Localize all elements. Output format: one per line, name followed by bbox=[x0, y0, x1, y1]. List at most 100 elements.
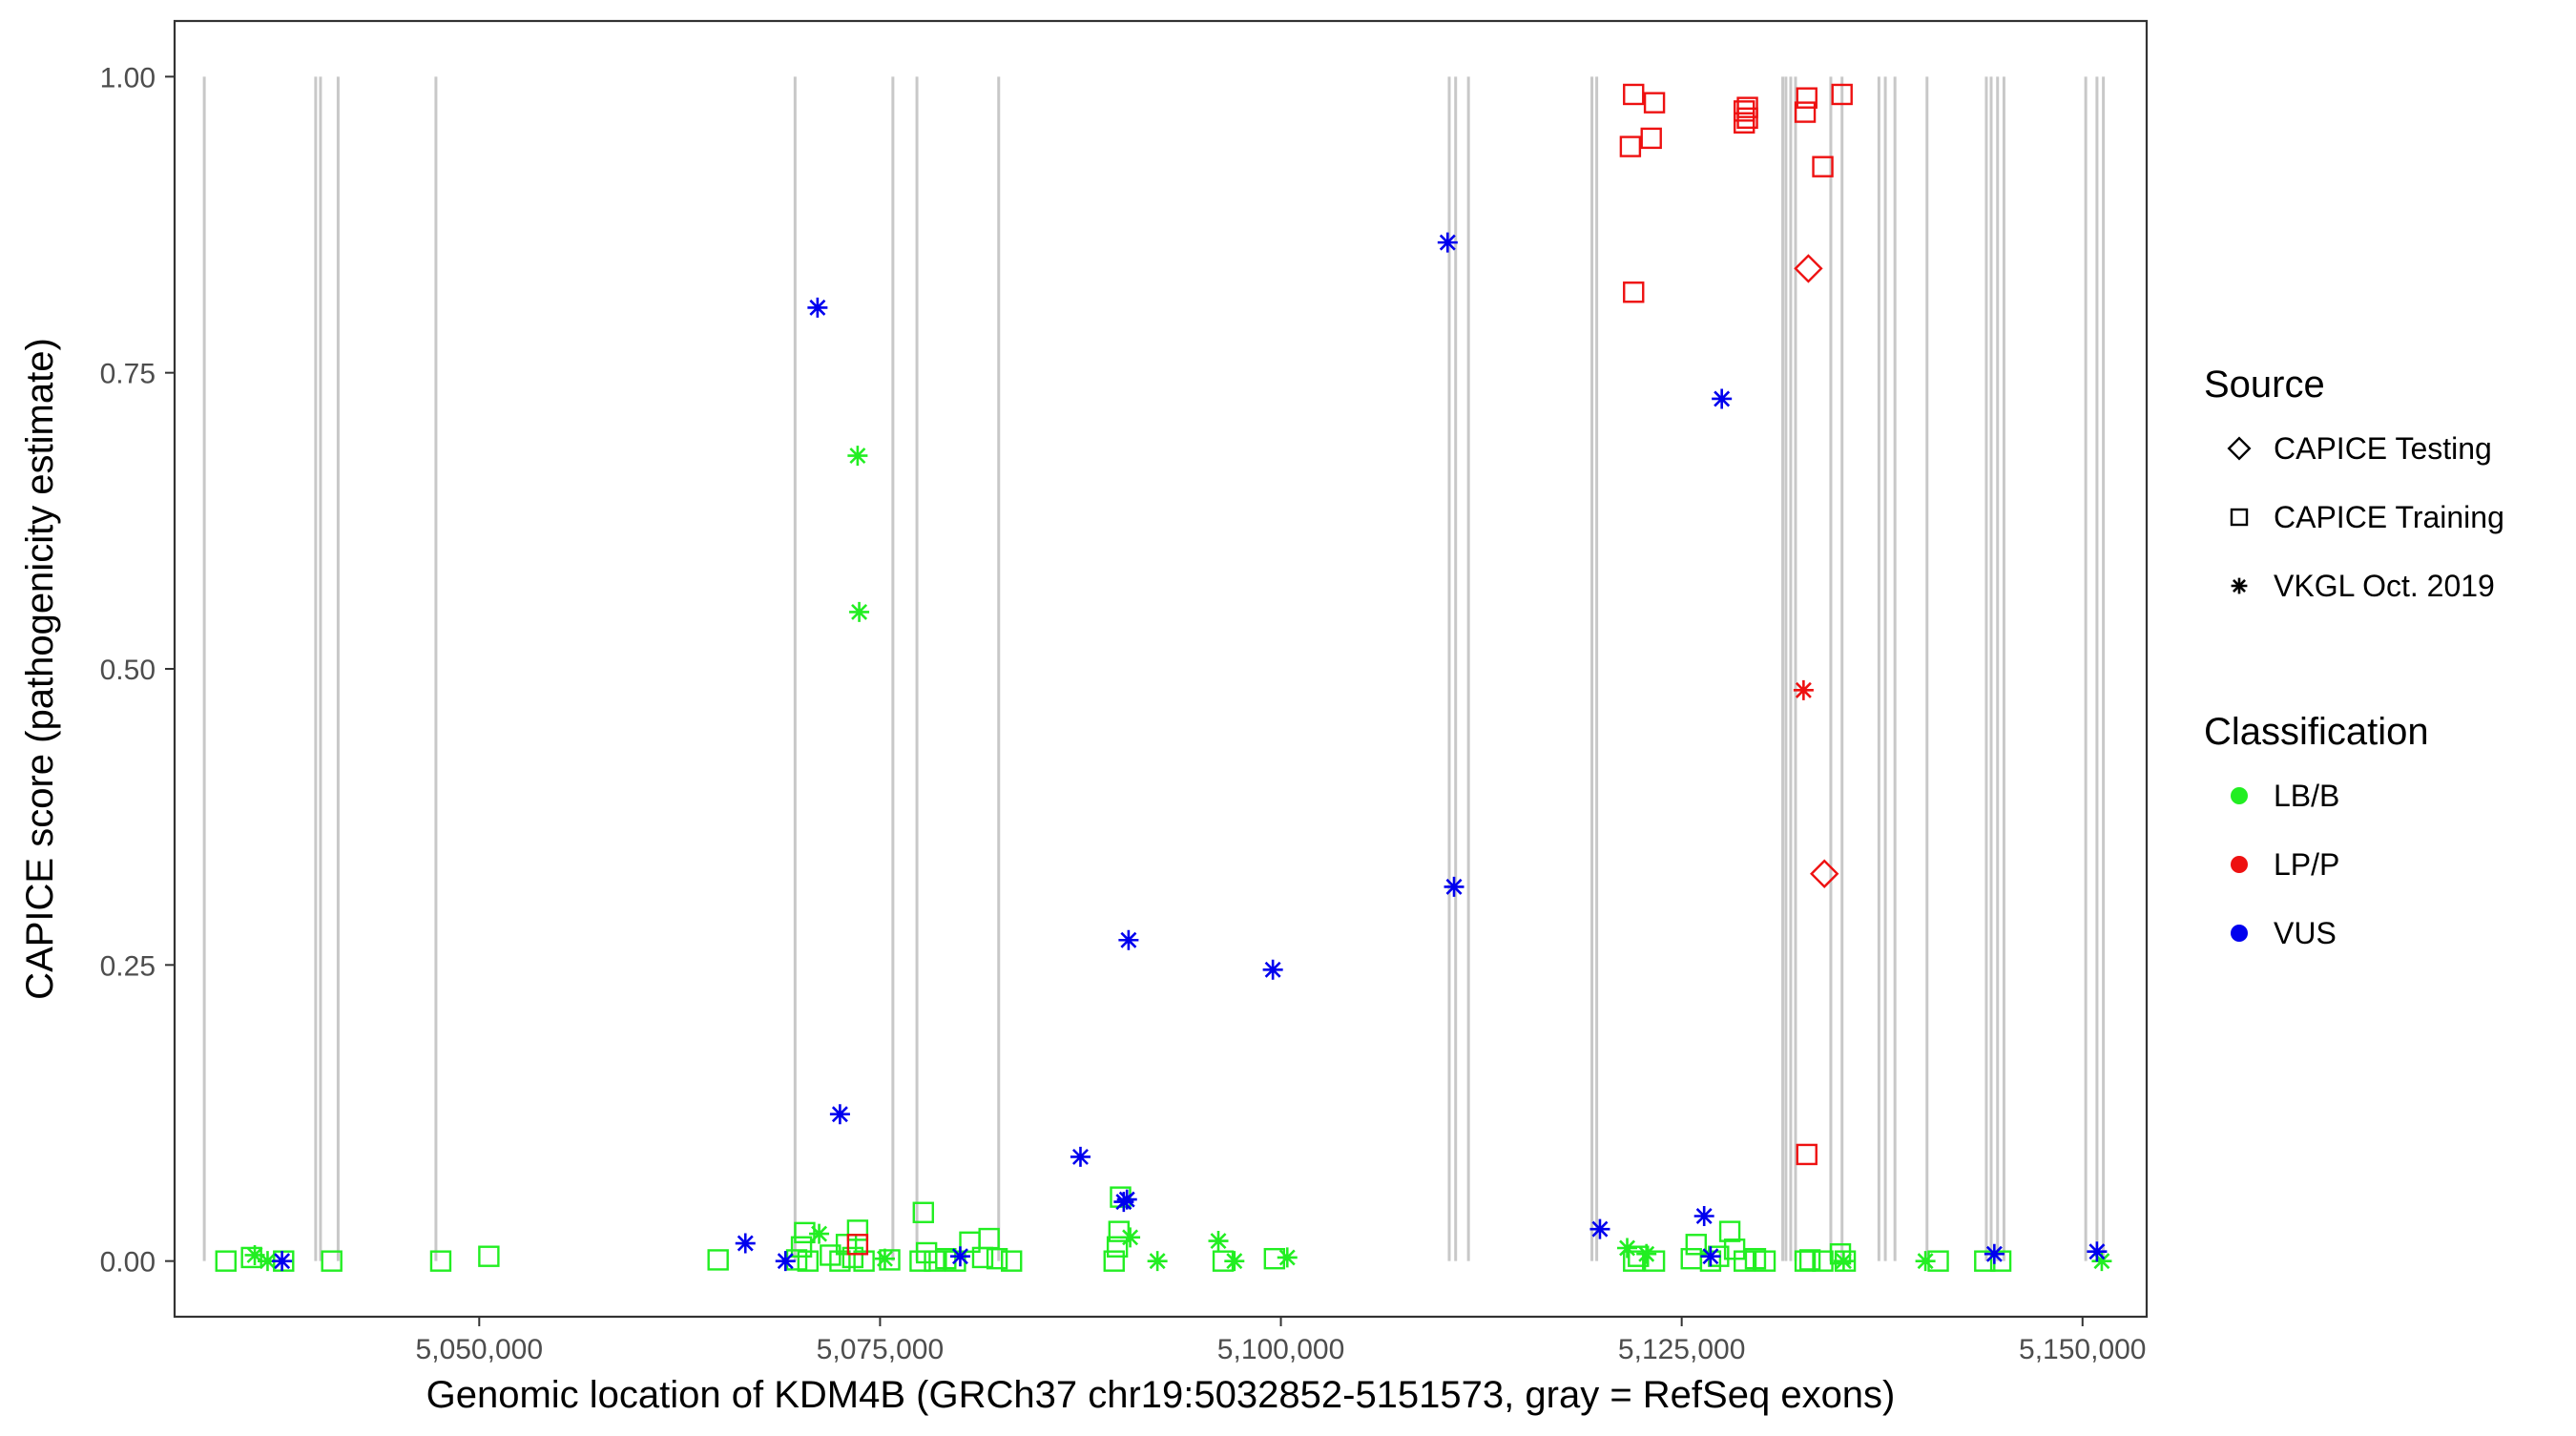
data-point bbox=[1619, 135, 1642, 157]
data-point bbox=[775, 1251, 796, 1272]
data-point bbox=[735, 1233, 756, 1254]
data-point bbox=[841, 1246, 864, 1269]
data-point bbox=[1700, 1246, 1721, 1267]
y-tick-label: 0.25 bbox=[100, 950, 156, 982]
data-point bbox=[1636, 1243, 1657, 1264]
plot-panel-background bbox=[175, 21, 2147, 1317]
data-point bbox=[1106, 1236, 1129, 1258]
x-tick-label: 5,050,000 bbox=[416, 1334, 543, 1365]
data-point bbox=[321, 1250, 343, 1272]
data-point bbox=[790, 1236, 813, 1258]
legend-class-label: VUS bbox=[2274, 916, 2337, 950]
data-point bbox=[1796, 87, 1818, 109]
data-point bbox=[1001, 1250, 1023, 1272]
exon-lines bbox=[202, 76, 2106, 1261]
legend-source-label: CAPICE Testing bbox=[2274, 431, 2492, 466]
x-tick-label: 5,100,000 bbox=[1217, 1334, 1344, 1365]
data-point bbox=[853, 1250, 875, 1272]
data-point bbox=[1812, 1250, 1834, 1272]
legend-source-title: Source bbox=[2204, 364, 2325, 406]
data-point bbox=[1118, 929, 1139, 950]
legend-source-key bbox=[2227, 436, 2252, 461]
data-point bbox=[1147, 1251, 1168, 1272]
data-point bbox=[1754, 1250, 1776, 1272]
data-point bbox=[1070, 1146, 1091, 1167]
data-point bbox=[846, 1234, 869, 1256]
legend-source-label: VKGL Oct. 2019 bbox=[2274, 569, 2495, 603]
data-point bbox=[1718, 1220, 1741, 1242]
data-point bbox=[1108, 1220, 1131, 1242]
y-tick-label: 0.00 bbox=[100, 1247, 156, 1279]
data-point bbox=[924, 1250, 945, 1272]
data-point bbox=[847, 446, 868, 467]
legend-class-label: LP/P bbox=[2274, 847, 2339, 882]
data-point bbox=[1693, 1205, 1714, 1226]
legend-source-label: CAPICE Training bbox=[2274, 500, 2504, 534]
data-point bbox=[1796, 1143, 1818, 1166]
x-tick-label: 5,075,000 bbox=[817, 1334, 944, 1365]
data-point bbox=[1116, 1189, 1137, 1210]
legend-class-label: LB/B bbox=[2274, 779, 2339, 813]
data-point bbox=[1262, 959, 1283, 980]
data-point bbox=[707, 1249, 729, 1271]
data-point bbox=[240, 1246, 262, 1269]
data-point bbox=[1623, 1250, 1645, 1272]
x-tick-label: 5,150,000 bbox=[2019, 1334, 2146, 1365]
data-point bbox=[1643, 1250, 1666, 1272]
data-point bbox=[1794, 254, 1823, 283]
legend-class-key bbox=[2231, 925, 2248, 942]
data-point bbox=[257, 1251, 278, 1272]
data-point bbox=[1798, 1249, 1821, 1271]
data-point bbox=[215, 1250, 237, 1272]
data-point bbox=[1812, 156, 1834, 177]
data-point bbox=[1793, 679, 1814, 700]
data-point bbox=[1208, 1231, 1229, 1252]
y-tick-label: 1.00 bbox=[100, 62, 156, 94]
data-point bbox=[1989, 1250, 2012, 1272]
data-point bbox=[835, 1234, 858, 1256]
data-point bbox=[809, 1223, 830, 1244]
data-point bbox=[807, 297, 828, 318]
y-tick-label: 0.50 bbox=[100, 655, 156, 686]
data-point bbox=[1643, 92, 1666, 114]
x-axis: 5,050,000 5,075,000 5,100,000 5,125,000 5,15… bbox=[416, 1317, 2147, 1365]
data-point bbox=[1623, 83, 1645, 106]
data-point bbox=[1277, 1247, 1298, 1268]
legend-source: Source CAPICE Testing CAPICE Training VKGL… bbox=[2204, 364, 2504, 603]
y-axis: 0.00 0.25 0.50 0.75 1.00 bbox=[100, 62, 175, 1279]
data-point bbox=[829, 1250, 851, 1272]
data-point bbox=[874, 1248, 895, 1269]
data-point bbox=[949, 1246, 970, 1267]
data-point bbox=[1685, 1234, 1707, 1256]
plot-panel bbox=[173, 19, 2149, 1319]
data-point bbox=[429, 1250, 452, 1272]
data-point bbox=[1224, 1251, 1245, 1272]
data-point bbox=[849, 601, 870, 622]
data-point bbox=[1640, 127, 1662, 150]
data-point bbox=[1736, 107, 1758, 129]
data-point bbox=[478, 1245, 500, 1267]
data-point bbox=[1733, 1250, 1755, 1272]
data-point bbox=[1617, 1238, 1638, 1259]
data-point bbox=[1794, 1250, 1817, 1272]
data-point bbox=[1733, 112, 1755, 134]
data-point bbox=[1589, 1218, 1610, 1239]
data-point bbox=[829, 1104, 850, 1125]
data-point bbox=[912, 1201, 934, 1223]
data-point bbox=[909, 1250, 931, 1272]
data-point bbox=[272, 1251, 293, 1272]
legend-classification-title: Classification bbox=[2204, 711, 2429, 753]
data-point bbox=[1103, 1250, 1125, 1272]
data-point bbox=[1712, 388, 1733, 409]
data-point bbox=[1833, 1251, 1854, 1272]
data-point bbox=[1794, 101, 1817, 123]
legend-source-key bbox=[2231, 577, 2248, 594]
data-point bbox=[1120, 1227, 1141, 1248]
data-point bbox=[1623, 281, 1645, 303]
y-axis-title: CAPICE score (pathogenicity estimate) bbox=[19, 338, 61, 1000]
y-tick-label: 0.75 bbox=[100, 359, 156, 390]
data-point bbox=[1810, 859, 1839, 888]
data-point bbox=[1437, 232, 1458, 253]
